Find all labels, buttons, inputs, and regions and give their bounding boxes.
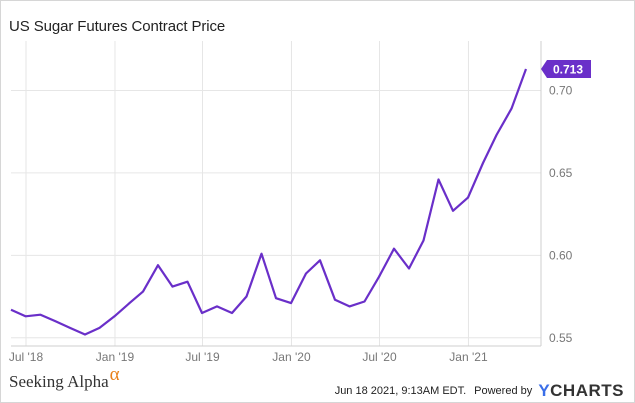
- y-tick-label: 0.55: [549, 331, 573, 345]
- data-point[interactable]: [466, 195, 470, 199]
- data-point[interactable]: [185, 280, 189, 284]
- ycharts-wordmark: CHARTS: [550, 381, 624, 400]
- series-layer: [9, 67, 528, 336]
- ycharts-y-icon: Y: [538, 381, 551, 400]
- y-axis: 0.55 0.60 0.65 0.70: [549, 83, 573, 344]
- x-tick-label: Jul '20: [362, 350, 397, 364]
- x-axis: Jul '18 Jan '19 Jul '19 Jan '20 Jul '20 Jan '…: [9, 350, 488, 364]
- data-point[interactable]: [38, 312, 42, 316]
- data-point[interactable]: [451, 209, 455, 213]
- data-point[interactable]: [156, 263, 160, 267]
- data-point[interactable]: [83, 332, 87, 336]
- data-point[interactable]: [392, 247, 396, 251]
- data-point[interactable]: [289, 301, 293, 305]
- ycharts-logo[interactable]: YCHARTS: [538, 381, 624, 400]
- last-value-badge: 0.713: [541, 60, 591, 79]
- series-line: [10, 68, 528, 336]
- data-point[interactable]: [53, 319, 57, 323]
- x-tick-label: Jan '21: [449, 350, 488, 364]
- data-point[interactable]: [318, 258, 322, 262]
- data-point[interactable]: [23, 314, 27, 318]
- last-value-label: 0.713: [553, 63, 583, 77]
- data-point[interactable]: [244, 294, 248, 298]
- data-point[interactable]: [112, 314, 116, 318]
- data-point[interactable]: [9, 308, 13, 312]
- data-point[interactable]: [407, 266, 411, 270]
- data-point[interactable]: [259, 251, 263, 255]
- data-point[interactable]: [333, 298, 337, 302]
- chart-footer: Jun 18 2021, 9:13AM EDT. Powered by YCHAR…: [334, 379, 624, 400]
- data-point[interactable]: [524, 67, 528, 71]
- powered-by-label: Powered by: [474, 385, 533, 397]
- data-point[interactable]: [215, 304, 219, 308]
- timestamp: Jun 18 2021, 9:13AM EDT.: [334, 385, 467, 397]
- data-point[interactable]: [304, 271, 308, 275]
- data-point[interactable]: [200, 311, 204, 315]
- y-tick-label: 0.65: [549, 166, 573, 180]
- y-tick-label: 0.60: [549, 248, 573, 262]
- x-tick-label: Jul '19: [185, 350, 220, 364]
- logo-text: Seeking Alpha: [9, 372, 109, 391]
- data-point[interactable]: [127, 301, 131, 305]
- x-tick-label: Jan '19: [96, 350, 135, 364]
- x-tick-label: Jan '20: [272, 350, 311, 364]
- data-point[interactable]: [481, 161, 485, 165]
- data-point[interactable]: [141, 289, 145, 293]
- data-point[interactable]: [509, 106, 513, 110]
- data-point[interactable]: [230, 311, 234, 315]
- badge-shape: [541, 60, 591, 79]
- data-point[interactable]: [362, 299, 366, 303]
- data-point[interactable]: [421, 238, 425, 242]
- data-point[interactable]: [377, 275, 381, 279]
- data-point[interactable]: [170, 284, 174, 288]
- data-point[interactable]: [494, 133, 498, 137]
- seeking-alpha-logo[interactable]: Seeking Alphaα: [9, 364, 120, 393]
- data-point[interactable]: [97, 326, 101, 330]
- data-point[interactable]: [68, 326, 72, 330]
- y-tick-label: 0.70: [549, 83, 573, 97]
- chart-title: US Sugar Futures Contract Price: [9, 18, 226, 35]
- alpha-icon: α: [109, 364, 120, 385]
- data-point[interactable]: [347, 304, 351, 308]
- data-point[interactable]: [274, 296, 278, 300]
- gridlines: [11, 41, 542, 347]
- x-tick-label: Jul '18: [9, 350, 44, 364]
- data-point[interactable]: [436, 177, 440, 181]
